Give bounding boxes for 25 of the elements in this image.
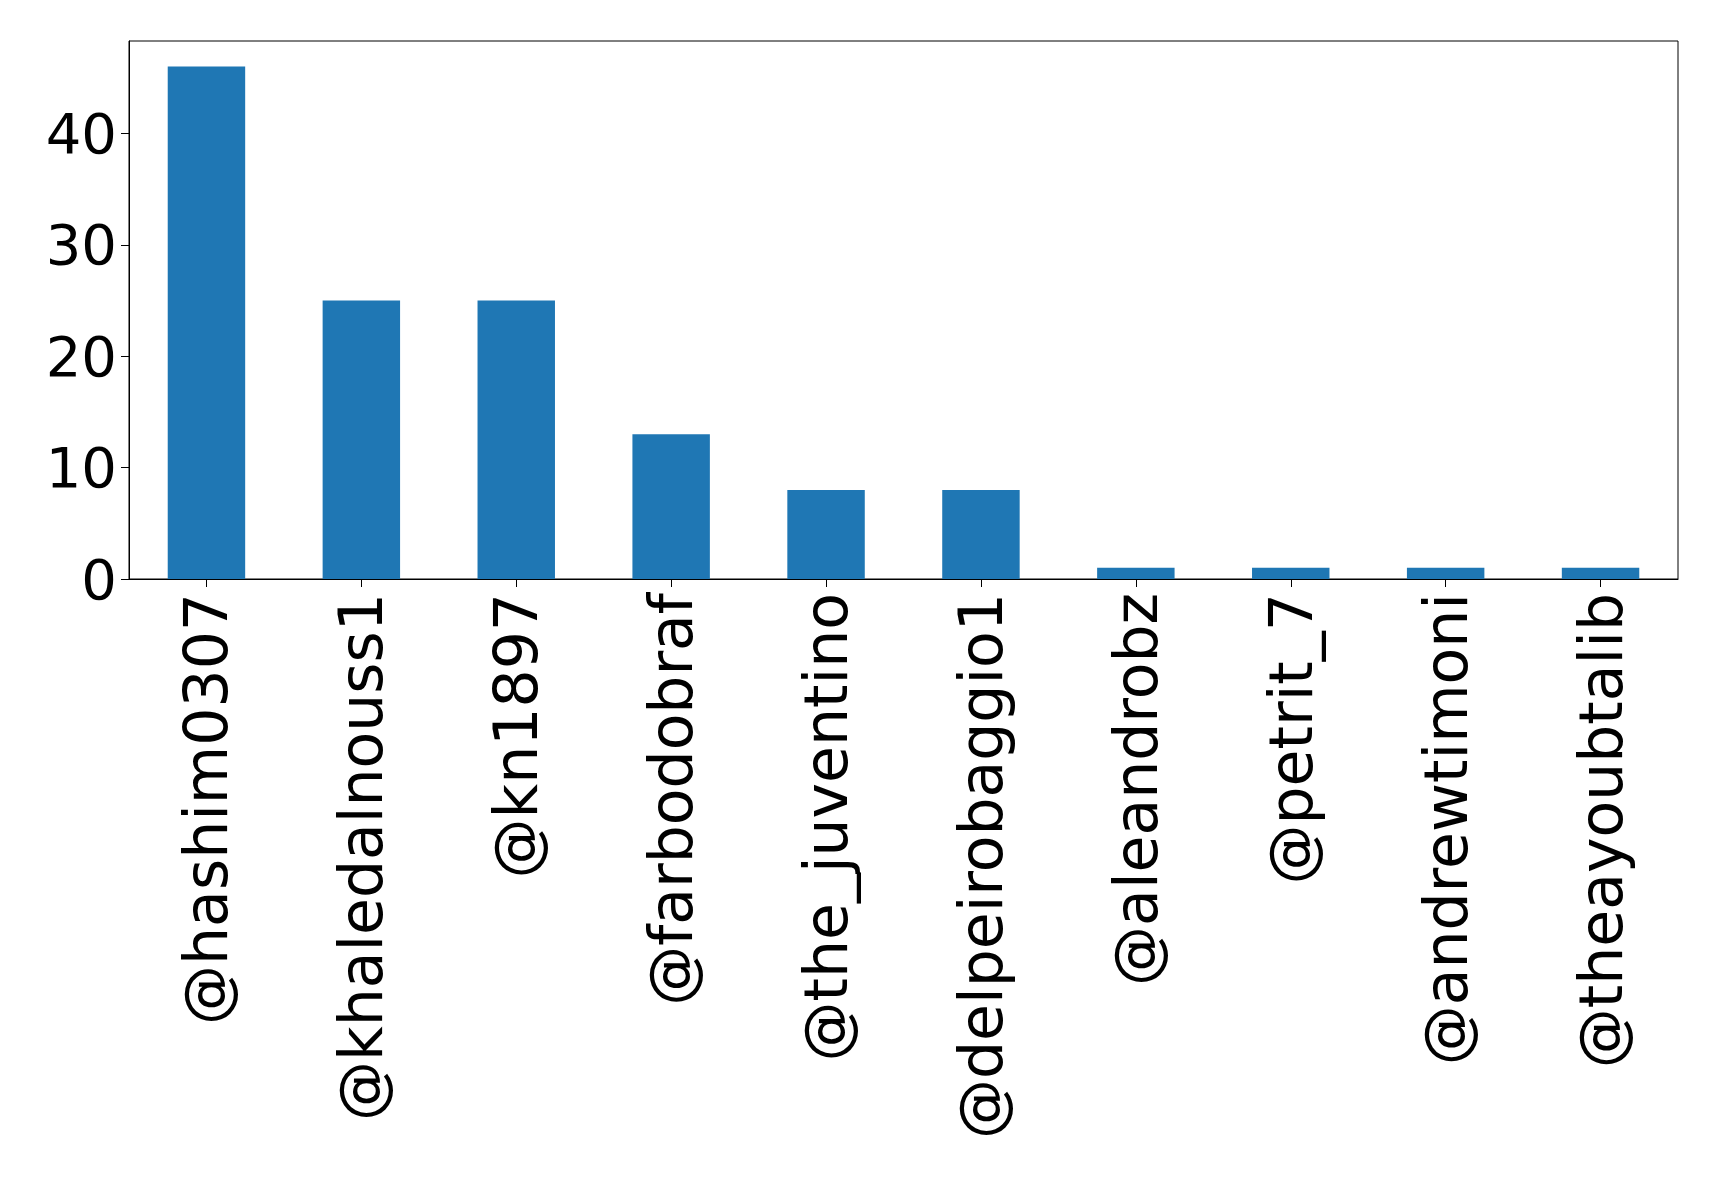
bar <box>942 489 1020 579</box>
y-tick-label: 0 <box>81 546 117 612</box>
x-tick-label: @petrit_7 <box>1255 593 1326 885</box>
y-tick-label: 40 <box>45 100 117 166</box>
x-tick-label: @aleandrobz <box>1100 593 1171 986</box>
bar <box>787 489 865 579</box>
bar <box>1252 567 1330 579</box>
bar <box>1561 567 1640 579</box>
y-tick-label: 30 <box>45 212 117 278</box>
x-tick-label: @delpeirobaggio1 <box>945 593 1016 1139</box>
bar <box>1406 567 1485 579</box>
bar <box>1097 567 1175 579</box>
x-tick-label: @farbodobraf <box>636 591 707 1006</box>
x-tick-label: @khaledalnouss1 <box>326 593 397 1122</box>
y-tick-label: 10 <box>45 435 117 501</box>
bar <box>477 300 555 579</box>
y-tick-label: 20 <box>45 323 117 389</box>
x-tick-label: @andrewtimoni <box>1410 593 1481 1066</box>
bar <box>322 300 401 579</box>
x-tick-label: @the_juventino <box>791 593 862 1062</box>
x-tick-label: @hashim0307 <box>171 593 242 1025</box>
x-tick-label: @theayoubtalib <box>1565 593 1636 1069</box>
bar <box>632 434 710 579</box>
bar <box>167 66 246 579</box>
x-tick-label: @kn1897 <box>481 593 552 879</box>
